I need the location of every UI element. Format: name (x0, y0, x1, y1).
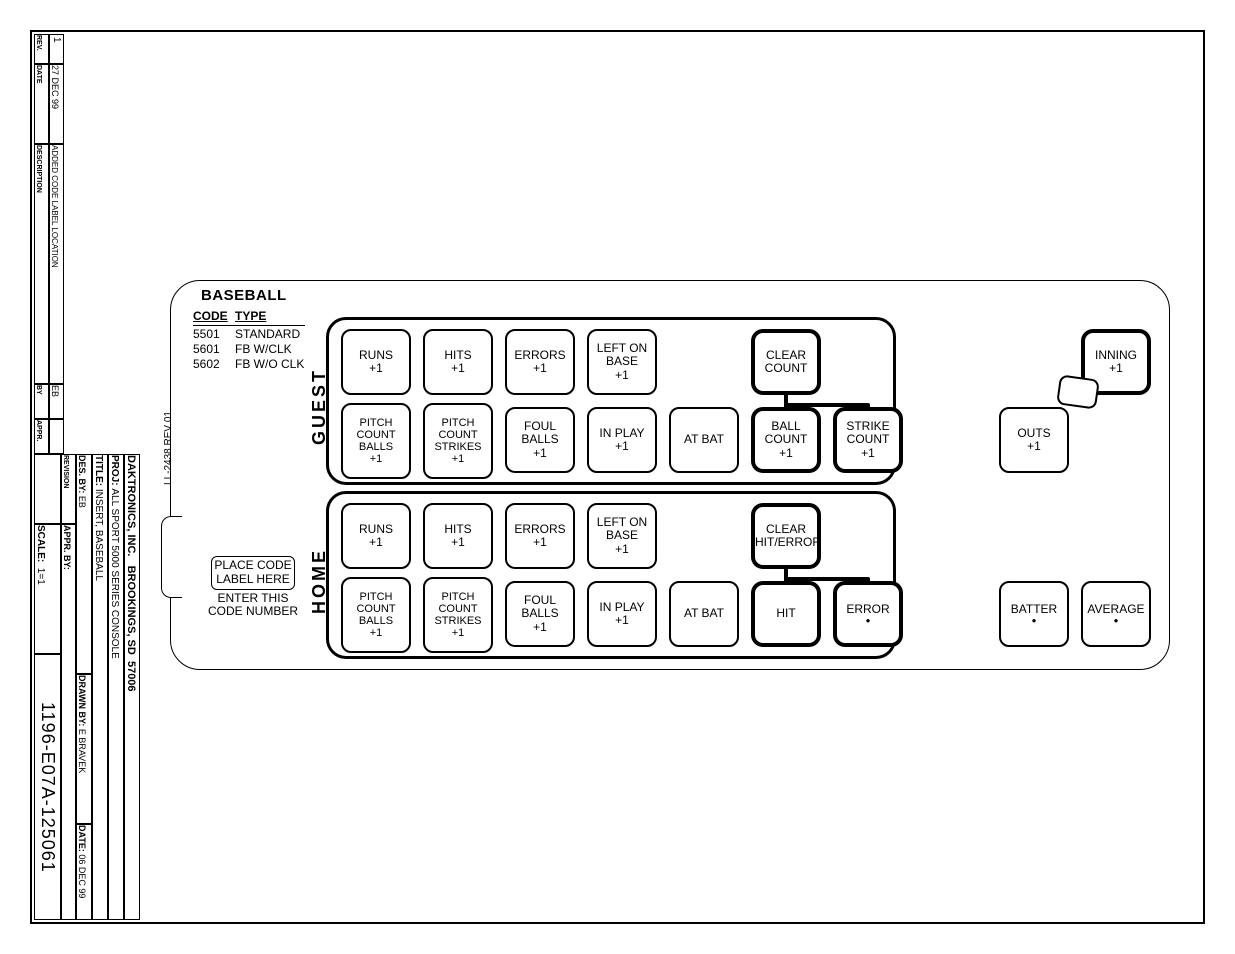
ll-label: LL-2438 REV 01 (163, 411, 174, 485)
guest-pcb[interactable]: PITCHCOUNTBALLS+1 (341, 403, 411, 479)
home-lob[interactable]: LEFT ONBASE+1 (587, 503, 657, 569)
blank-key (1056, 374, 1100, 409)
date2: DATE: 06 DEC 99 (77, 825, 87, 898)
guest-runs[interactable]: RUNS+1 (341, 329, 411, 395)
scale: SCALE: 1=1 (35, 525, 46, 585)
guest-pcs[interactable]: PITCHCOUNTSTRIKES+1 (423, 403, 493, 479)
title: TITLE: INSERT, BASEBALL (93, 455, 104, 581)
code-table: CODETYPE 5501STANDARD 5601FB W/CLK 5602F… (193, 309, 305, 372)
date-val: 27 DEC 99 (50, 65, 60, 109)
home-hits[interactable]: HITS+1 (423, 503, 493, 569)
guest-inplay[interactable]: IN PLAY+1 (587, 407, 657, 473)
company: DAKTRONICS, INC. BROOKINGS, SD 57006 (125, 455, 137, 692)
ball-count[interactable]: BALLCOUNT+1 (751, 407, 821, 473)
guest-hits[interactable]: HITS+1 (423, 329, 493, 395)
by-hdr: BY (35, 385, 42, 395)
appr-hdr: APPR. (35, 420, 42, 441)
title-block: REV. 1 DATE 27 DEC 99 DESCRIPTION ADDED … (34, 34, 144, 920)
clear-count[interactable]: CLEARCOUNT (751, 329, 821, 395)
desby: DES. BY: EB (77, 455, 87, 508)
panel-header: BASEBALL (201, 287, 287, 304)
place-code-label: PLACE CODELABEL HERE ENTER THISCODE NUMB… (203, 556, 303, 619)
home-runs[interactable]: RUNS+1 (341, 503, 411, 569)
dwg-number: 1196-E07A-125061 (37, 702, 58, 873)
drawing-sheet: REV. 1 DATE 27 DEC 99 DESCRIPTION ADDED … (0, 0, 1235, 954)
by-val: EB (50, 385, 60, 397)
rev-val: 1 (51, 37, 62, 43)
clear-hit-error[interactable]: CLEARHIT/ERROR (751, 503, 821, 569)
error-key[interactable]: ERROR● (833, 581, 903, 647)
home-foul[interactable]: FOULBALLS+1 (505, 581, 575, 647)
desc-hdr: DESCRIPTION (35, 145, 42, 193)
home-inplay[interactable]: IN PLAY+1 (587, 581, 657, 647)
panel-notch (161, 516, 182, 598)
appr2: APPR. BY: (62, 525, 72, 570)
drawn: DRAWN BY: E BRAVEK (77, 675, 87, 773)
home-pcb[interactable]: PITCHCOUNTBALLS+1 (341, 577, 411, 653)
home-atbat[interactable]: AT BAT (669, 581, 739, 647)
rev-hdr: REV. (35, 35, 42, 51)
hit-key[interactable]: HIT (751, 581, 821, 647)
proj: PROJ: ALL SPORT 5000 SERIES CONSOLE (109, 455, 120, 659)
revision-hdr: REVISION (62, 455, 69, 488)
date-hdr: DATE (35, 65, 42, 84)
home-errors[interactable]: ERRORS+1 (505, 503, 575, 569)
strike-count[interactable]: STRIKECOUNT+1 (833, 407, 903, 473)
batter-key[interactable]: BATTER● (999, 581, 1069, 647)
guest-lob[interactable]: LEFT ONBASE+1 (587, 329, 657, 395)
home-pcs[interactable]: PITCHCOUNTSTRIKES+1 (423, 577, 493, 653)
overlay-panel: LL-2438 REV 01 BASEBALL CODETYPE 5501STA… (170, 280, 1170, 670)
guest-atbat[interactable]: AT BAT (669, 407, 739, 473)
outs-key[interactable]: OUTS+1 (999, 407, 1069, 473)
guest-errors[interactable]: ERRORS+1 (505, 329, 575, 395)
desc-val: ADDED CODE LABEL LOCATION (50, 145, 59, 268)
average-key[interactable]: AVERAGE● (1081, 581, 1151, 647)
guest-foul[interactable]: FOULBALLS+1 (505, 407, 575, 473)
